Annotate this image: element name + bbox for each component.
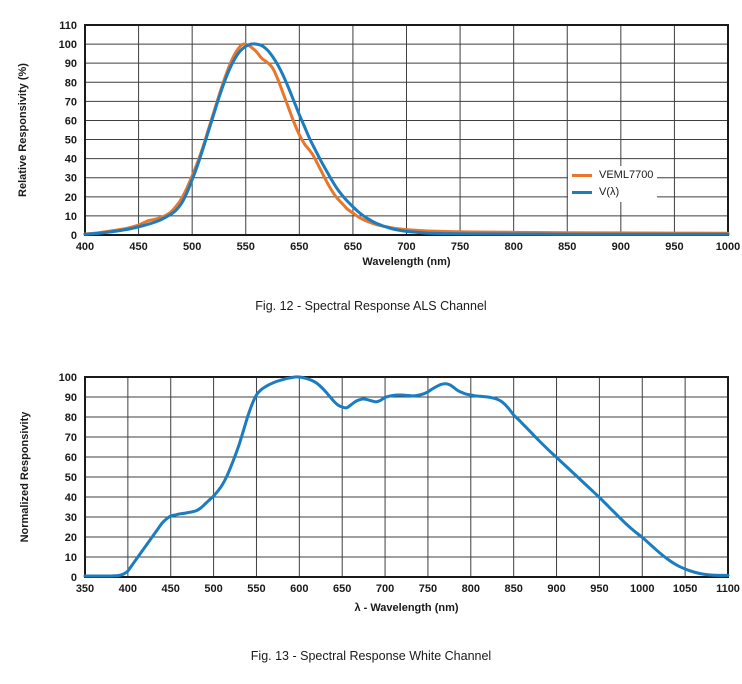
- fig12-spectral-response-als-chart: 400 450 500 550 650 650 700 750 800 850 900 950 1000…: [59, 20, 741, 253]
- x-tick-label: 450: [162, 583, 180, 595]
- plot-border: [84, 376, 729, 578]
- x-tick-label: 650: [333, 583, 351, 595]
- y-tick-label: 110: [59, 20, 77, 32]
- y-tick-label: 60: [65, 115, 77, 127]
- fig13-y-axis-title: Normalized Responsivity: [19, 411, 31, 543]
- y-tick-label: 80: [65, 77, 77, 89]
- curve-v: [83, 42, 730, 236]
- x-tick-label: 500: [183, 241, 201, 253]
- x-tick-label: 400: [119, 583, 137, 595]
- x-tick-label: 550: [247, 583, 265, 595]
- y-tick-label: 80: [65, 412, 77, 424]
- fig13-spectral-response-white-chart: 350 400 450 500 550 600 650 700 750 800 850 900 950 1…: [59, 372, 740, 595]
- legend-item-veml7700: VEML7700: [572, 167, 653, 184]
- x-tick-label: 650: [290, 241, 308, 253]
- fig12-y-axis-title: Relative Responsivity (%): [17, 63, 29, 197]
- y-tick-label: 90: [65, 392, 77, 404]
- x-tick-label: 700: [376, 583, 394, 595]
- legend-swatch-veml7700: [572, 174, 592, 177]
- y-tick-label: 30: [65, 512, 77, 524]
- x-tick-label: 900: [547, 583, 565, 595]
- fig12-x-axis-title: Wavelength (nm): [362, 256, 451, 268]
- x-tick-label: 450: [129, 241, 147, 253]
- legend-item-v-lambda: V(λ): [572, 184, 653, 201]
- y-tick-label: 20: [65, 192, 77, 204]
- x-tick-label: 600: [290, 583, 308, 595]
- legend-label-veml7700: VEML7700: [599, 169, 654, 181]
- x-tick-label: 650: [344, 241, 362, 253]
- fig12-caption: Fig. 12 - Spectral Response ALS Channel: [255, 299, 487, 313]
- x-tick-label: 1000: [630, 583, 654, 595]
- y-tick-label: 70: [65, 96, 77, 108]
- x-tick-label: 750: [451, 241, 469, 253]
- legend-label-v-lambda: V(λ): [599, 186, 620, 198]
- x-tick-label: 900: [612, 241, 630, 253]
- fig13-caption: Fig. 13 - Spectral Response White Channe…: [250, 649, 492, 663]
- y-tick-label: 40: [65, 154, 77, 166]
- y-tick-label: 60: [65, 452, 77, 464]
- y-tick-label: 50: [65, 135, 77, 147]
- y-tick-label: 30: [65, 173, 77, 185]
- y-tick-label: 0: [71, 572, 77, 584]
- y-tick-label: 10: [65, 552, 77, 564]
- x-tick-label: 950: [590, 583, 608, 595]
- legend-swatch-v-lambda: [572, 191, 592, 194]
- x-tick-label: 700: [397, 241, 415, 253]
- x-tick-label: 750: [419, 583, 437, 595]
- y-tick-label: 100: [59, 372, 77, 384]
- x-tick-label: 850: [558, 241, 576, 253]
- x-tick-label: 1100: [716, 583, 740, 595]
- fig12-legend: VEML7700 V(λ): [568, 166, 658, 202]
- y-tick-label: 20: [65, 532, 77, 544]
- curve-white-channel: [83, 375, 730, 578]
- x-tick-label: 1000: [716, 241, 740, 253]
- y-tick-label: 10: [65, 211, 77, 223]
- x-tick-label: 1050: [673, 583, 697, 595]
- x-tick-label: 800: [504, 241, 522, 253]
- x-tick-label: 350: [76, 583, 94, 595]
- y-tick-label: 40: [65, 492, 77, 504]
- y-tick-label: 50: [65, 472, 77, 484]
- x-tick-label: 500: [204, 583, 222, 595]
- y-tick-label: 0: [71, 230, 77, 242]
- y-tick-label: 100: [59, 39, 77, 51]
- x-tick-label: 950: [665, 241, 683, 253]
- x-tick-label: 550: [237, 241, 255, 253]
- x-tick-label: 850: [504, 583, 522, 595]
- plot-border: [84, 24, 729, 236]
- y-tick-label: 70: [65, 432, 77, 444]
- x-tick-label: 400: [76, 241, 94, 253]
- fig13-x-axis-title: λ - Wavelength (nm): [354, 602, 459, 614]
- y-tick-label: 90: [65, 58, 77, 70]
- x-tick-label: 800: [462, 583, 480, 595]
